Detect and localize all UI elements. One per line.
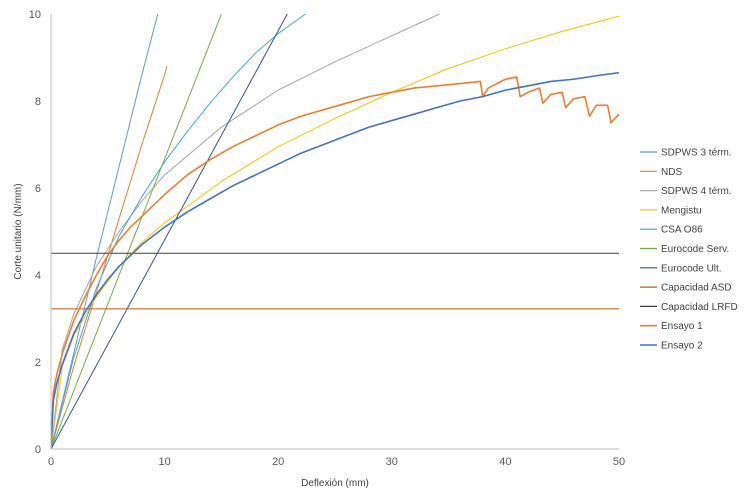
x-tick-label: 20 — [272, 456, 284, 468]
axes — [50, 14, 619, 450]
plot-area — [51, 13, 619, 449]
y-tick-label: 2 — [35, 357, 41, 369]
x-tick-label: 40 — [499, 456, 511, 468]
y-tick-label: 4 — [35, 270, 41, 282]
tick-labels: 0 10 20 30 40 50 0 2 4 6 8 10 — [29, 9, 625, 468]
legend-label: Ensayo 2 — [661, 341, 703, 352]
legend-label: Eurocode Serv. — [661, 244, 729, 255]
series-line-5 — [51, 13, 306, 449]
x-tick-label: 50 — [613, 456, 625, 468]
x-tick-label: 10 — [158, 456, 170, 468]
legend-label: SDPWS 4 térm. — [661, 186, 732, 197]
y-tick-label: 8 — [35, 96, 41, 108]
series-line-2 — [51, 66, 168, 449]
legend-label: SDPWS 3 térm. — [661, 148, 732, 159]
series-line-1 — [51, 13, 159, 449]
series-line-4 — [51, 15, 619, 449]
x-tick-label: 30 — [386, 456, 398, 468]
x-tick-label: 0 — [48, 456, 54, 468]
y-tick-label: 10 — [29, 9, 41, 21]
y-tick-label: 0 — [35, 444, 41, 456]
legend: SDPWS 3 térm. NDS SDPWS 4 térm. Mengistu CSA… — [640, 148, 738, 352]
y-axis-title: Corte unitario (N/mm) — [13, 183, 24, 279]
legend-label: Capacidad ASD — [661, 283, 732, 294]
legend-label: Ensayo 1 — [661, 321, 703, 332]
legend-label: NDS — [661, 167, 682, 178]
series-line-10 — [51, 76, 619, 449]
series-line-11 — [51, 71, 619, 449]
legend-label: Mengistu — [661, 205, 702, 216]
legend-label: Capacidad LRFD — [661, 302, 738, 313]
x-axis-title: Deflexión (mm) — [301, 478, 369, 489]
y-tick-label: 6 — [35, 183, 41, 195]
series-line-6 — [51, 13, 222, 449]
series-line-3 — [51, 13, 440, 449]
series-line-7 — [51, 13, 288, 449]
legend-label: CSA O86 — [661, 225, 703, 236]
legend-label: Eurocode Ult. — [661, 263, 722, 274]
